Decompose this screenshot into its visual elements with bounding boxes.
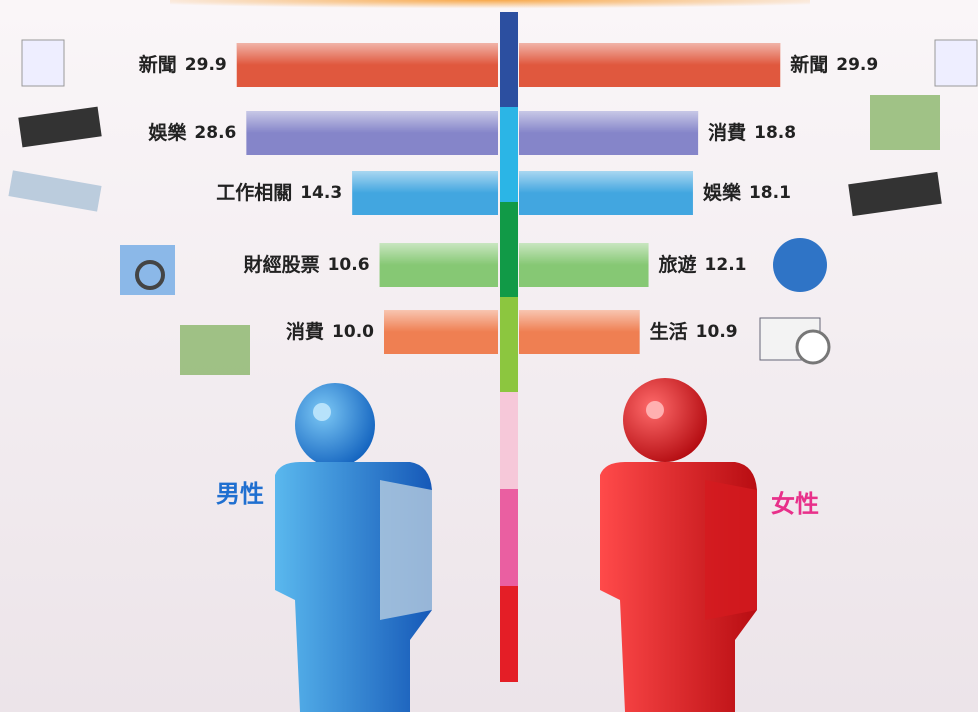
category-label: 工作相關 xyxy=(216,181,292,204)
value-label: 29.9 xyxy=(836,55,878,75)
bar-shine xyxy=(519,171,693,215)
value-label: 14.3 xyxy=(300,183,342,203)
bar-label: 生活 10.9 xyxy=(650,320,738,343)
category-label: 旅遊 xyxy=(659,253,697,276)
category-label: 娛樂 xyxy=(702,181,742,204)
value-label: 12.1 xyxy=(705,255,747,275)
bar-label: 新聞 29.9 xyxy=(790,53,878,76)
series-label: 女性 xyxy=(771,490,819,518)
bar-label: 娛樂 18.1 xyxy=(702,181,791,204)
bar-label: 旅遊 12.1 xyxy=(659,253,747,276)
category-label: 新聞 xyxy=(139,53,177,76)
category-label: 新聞 xyxy=(790,53,828,76)
top-glow xyxy=(170,0,810,14)
bar-shine xyxy=(519,111,699,155)
value-label: 18.8 xyxy=(754,123,796,143)
value-label: 10.0 xyxy=(332,322,374,342)
icons xyxy=(8,39,978,375)
value-label: 10.6 xyxy=(328,255,370,275)
bar-shine xyxy=(236,43,499,87)
bar-shine xyxy=(519,310,640,354)
bar-label: 新聞 29.9 xyxy=(139,53,227,76)
bar-shine xyxy=(519,243,649,287)
category-label: 消費 xyxy=(286,320,324,343)
bar-label: 娛樂 28.6 xyxy=(147,121,236,144)
center-strip xyxy=(500,12,518,682)
bar-shine xyxy=(384,310,498,354)
series-label: 男性 xyxy=(216,480,264,508)
bar-shine xyxy=(379,243,498,287)
bar-label: 消費 10.0 xyxy=(286,320,374,343)
value-label: 28.6 xyxy=(194,123,236,143)
category-label: 娛樂 xyxy=(147,121,187,144)
bar-shine xyxy=(246,111,498,155)
category-label: 生活 xyxy=(650,320,688,343)
value-label: 10.9 xyxy=(696,322,738,342)
male-figure xyxy=(275,383,432,712)
female-figure xyxy=(600,378,757,712)
value-label: 29.9 xyxy=(185,55,227,75)
bar-shine xyxy=(352,171,498,215)
bar-label: 工作相關 14.3 xyxy=(216,181,342,204)
bar-label: 財經股票 10.6 xyxy=(244,253,370,276)
bar-shine xyxy=(519,43,781,87)
category-label: 消費 xyxy=(708,121,746,144)
value-label: 18.1 xyxy=(749,183,791,203)
category-label: 財經股票 xyxy=(244,253,320,276)
bar-label: 消費 18.8 xyxy=(708,121,796,144)
